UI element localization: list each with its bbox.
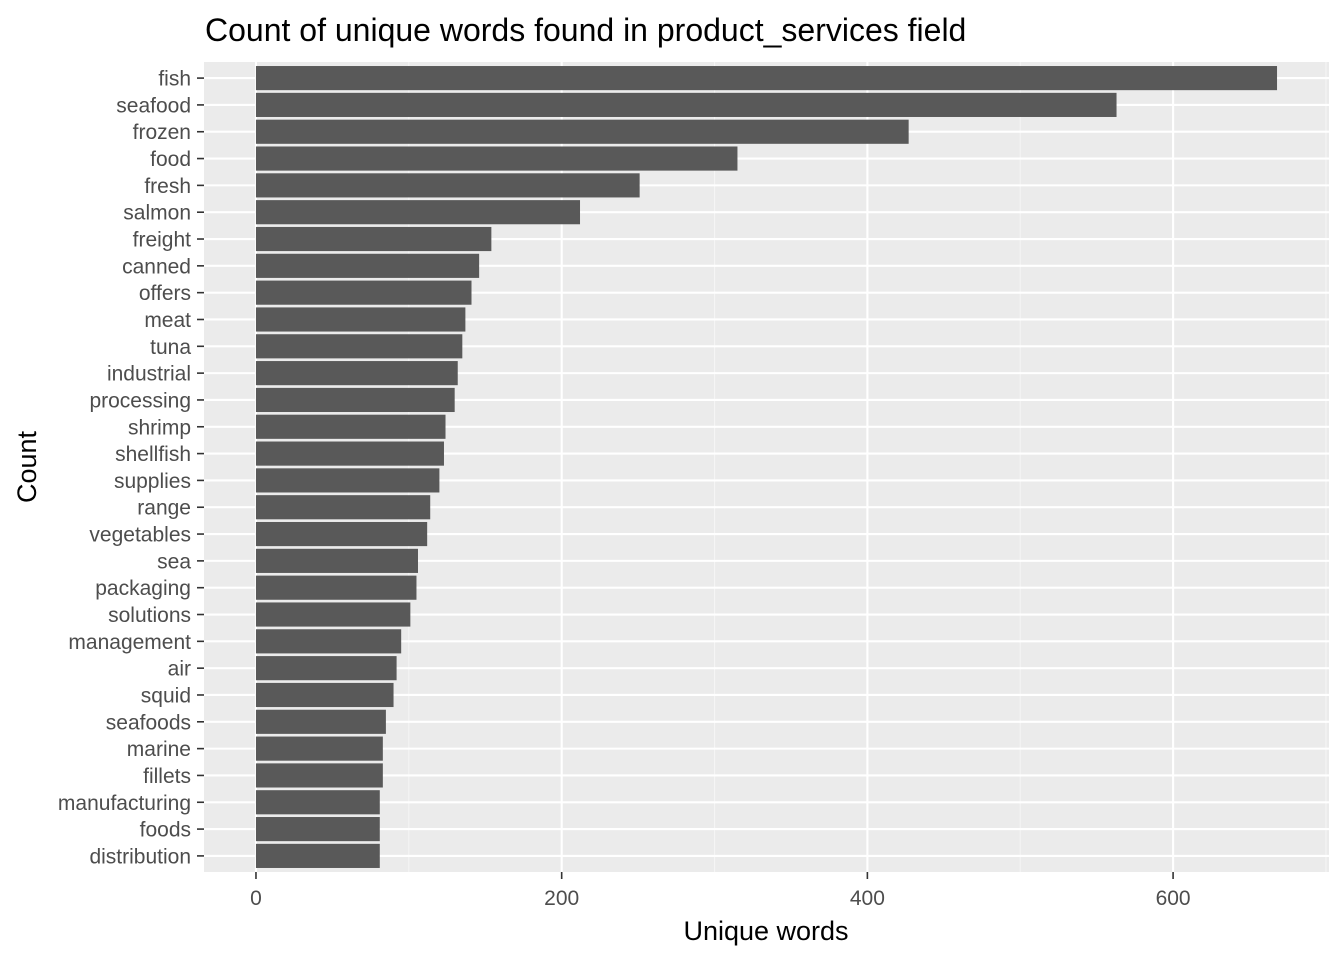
y-tick-label: packaging <box>95 577 191 600</box>
y-tick-label: range <box>137 497 191 520</box>
y-tick-label: management <box>68 631 191 654</box>
x-axis-title: Unique words <box>683 916 848 946</box>
bar-management <box>255 629 402 654</box>
y-tick-label: offers <box>139 282 191 305</box>
bar-salmon <box>255 200 581 225</box>
chart-title: Count of unique words found in product_s… <box>205 12 966 48</box>
bar-packaging <box>255 575 417 600</box>
bar-freight <box>255 226 492 252</box>
bar-solutions <box>255 602 411 627</box>
y-tick-label: fresh <box>144 175 191 198</box>
y-axis-title: Count <box>12 430 42 503</box>
y-tick-label: freight <box>133 229 192 252</box>
y-tick-label: industrial <box>107 363 191 386</box>
y-tick-label: fillets <box>143 765 191 788</box>
x-tick-label: 200 <box>544 887 579 910</box>
bar-canned <box>255 253 480 278</box>
y-tick-label: squid <box>141 684 191 707</box>
x-tick-label: 400 <box>850 887 885 910</box>
y-tick-label: solutions <box>108 604 191 627</box>
bar-fillets <box>255 763 383 788</box>
bar-seafoods <box>255 709 386 734</box>
y-tick-label: fish <box>158 68 191 91</box>
bar-shellfish <box>255 441 444 466</box>
bar-air <box>255 656 397 681</box>
bar-squid <box>255 682 394 708</box>
bar-marine <box>255 736 383 761</box>
y-axis: fish seafood frozen food fresh salmon freight c… <box>58 68 204 868</box>
y-tick-label: food <box>150 148 191 171</box>
y-tick-label: foods <box>140 819 191 842</box>
y-tick-label: distribution <box>89 845 191 868</box>
bar-shrimp <box>255 414 446 439</box>
bar-seafood <box>255 92 1117 117</box>
bar-processing <box>255 387 455 413</box>
y-tick-label: seafoods <box>106 711 191 734</box>
y-tick-label: frozen <box>133 121 191 144</box>
y-tick-label: shellfish <box>115 443 191 466</box>
y-tick-label: tuna <box>150 336 191 359</box>
bar-distribution <box>255 843 380 868</box>
x-tick-label: 600 <box>1156 887 1191 910</box>
bar-range <box>255 495 431 520</box>
bar-supplies <box>255 468 440 493</box>
y-tick-label: canned <box>122 255 191 278</box>
bar-vegetables <box>255 521 428 547</box>
bar-industrial <box>255 361 458 386</box>
y-tick-label: sea <box>157 550 191 573</box>
y-tick-label: manufacturing <box>58 792 191 815</box>
bar-manufacturing <box>255 790 380 815</box>
bar-offers <box>255 280 472 305</box>
bar-tuna <box>255 334 463 359</box>
y-tick-label: seafood <box>116 94 191 117</box>
y-tick-label: meat <box>144 309 191 332</box>
bar-meat <box>255 307 466 332</box>
bar-sea <box>255 548 418 573</box>
y-tick-label: vegetables <box>89 524 191 547</box>
y-tick-label: salmon <box>123 202 191 225</box>
bars <box>255 66 1278 868</box>
x-axis: 0 200 400 600 <box>250 872 1191 910</box>
x-tick-label: 0 <box>250 887 262 910</box>
y-tick-label: marine <box>127 738 191 761</box>
bar-food <box>255 146 738 171</box>
bar-fresh <box>255 173 640 198</box>
bar-fish <box>255 66 1278 91</box>
y-tick-label: supplies <box>114 470 191 493</box>
y-tick-label: processing <box>89 389 191 412</box>
y-tick-label: air <box>168 658 191 681</box>
bar-foods <box>255 817 380 842</box>
y-tick-label: shrimp <box>128 416 191 439</box>
bar-frozen <box>255 119 909 144</box>
